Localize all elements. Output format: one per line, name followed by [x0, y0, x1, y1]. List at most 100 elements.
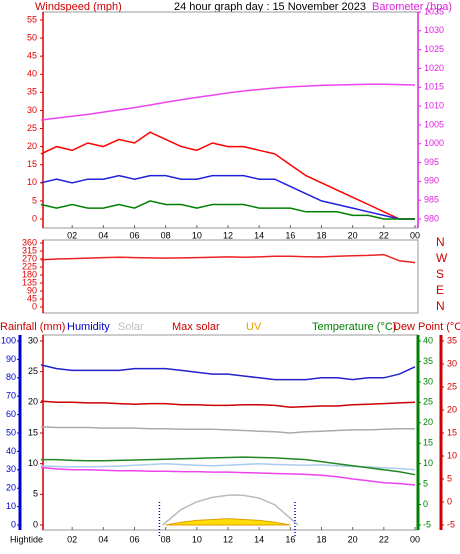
- line: [40, 253, 416, 264]
- x-tick-label: 10: [192, 230, 202, 240]
- footer-label: Hightide: [10, 534, 43, 544]
- wind-axis-title: Windspeed (mph): [35, 1, 122, 13]
- y-tick-label: 25: [423, 397, 433, 407]
- y-tick-label: 55: [27, 14, 37, 24]
- y-tick-label: S: [436, 267, 444, 281]
- y-tick-label: 35: [27, 87, 37, 97]
- x-tick-label: 20: [348, 230, 358, 240]
- x-tick-label: 18: [316, 534, 326, 544]
- y-tick-label: 1020: [424, 63, 444, 73]
- x-tick-label: 00: [410, 230, 420, 240]
- line: [40, 462, 416, 471]
- x-tick-label: 12: [223, 534, 233, 544]
- x-tick-label: 18: [316, 230, 326, 240]
- y-tick-label: 20: [423, 417, 433, 427]
- y-tick-label: 30: [6, 464, 16, 474]
- line: [40, 174, 415, 220]
- plot-area: [42, 239, 419, 314]
- y-tick-label: 0: [33, 519, 38, 529]
- x-tick-label: 02: [67, 534, 77, 544]
- y-tick-label: 990: [424, 176, 439, 186]
- y-tick-label: 30: [27, 105, 37, 115]
- y-tick-label: 10: [6, 501, 16, 511]
- y-tick-label: 1010: [424, 100, 444, 110]
- y-tick-label: 60: [6, 409, 16, 419]
- x-tick-label: 22: [379, 534, 389, 544]
- x-tick-label: 04: [98, 230, 108, 240]
- y-tick-label: 90: [6, 354, 16, 364]
- y-tick-label: 1015: [424, 82, 444, 92]
- y-tick-label: 0: [447, 496, 452, 506]
- y-tick-label: 10: [28, 458, 38, 468]
- y-tick-label: W: [436, 251, 448, 265]
- y-tick-label: 30: [447, 358, 457, 368]
- y-tick-label: 0: [11, 519, 16, 529]
- x-tick-label: 14: [254, 534, 264, 544]
- line: [40, 364, 416, 381]
- plot-area: [42, 11, 419, 229]
- y-tick-label: 10: [423, 458, 433, 468]
- y-tick-label: 15: [423, 438, 433, 448]
- y-tick-label: 0: [32, 213, 37, 223]
- y-tick-label: 30: [28, 335, 38, 345]
- x-tick-label: 10: [192, 534, 202, 544]
- y-tick-label: 20: [28, 397, 38, 407]
- y-tick-label: 5: [33, 489, 38, 499]
- y-tick-label: 315: [22, 245, 37, 255]
- y-tick-label: 180: [22, 269, 37, 279]
- x-tick-label: 08: [161, 534, 171, 544]
- line: [40, 200, 415, 220]
- x-tick-label: 16: [285, 230, 295, 240]
- y-tick-label: N: [436, 299, 445, 313]
- x-tick-label: 16: [285, 534, 295, 544]
- legend-label: Dew Point (°C): [393, 321, 460, 333]
- x-tick-label: 20: [348, 534, 358, 544]
- y-tick-label: 20: [447, 404, 457, 414]
- legend-label: Temperature (°C): [312, 321, 396, 333]
- y-tick-label: -5: [423, 519, 431, 529]
- legend-label: Max solar: [172, 321, 220, 333]
- y-tick-label: 40: [6, 446, 16, 456]
- y-tick-label: -5: [447, 519, 455, 529]
- x-tick-label: 08: [161, 230, 171, 240]
- y-tick-label: 45: [27, 293, 37, 303]
- line: [40, 400, 416, 408]
- y-tick-label: 225: [22, 261, 37, 271]
- y-tick-label: 20: [27, 141, 37, 151]
- y-tick-label: 45: [27, 51, 37, 61]
- y-tick-label: 0: [423, 499, 428, 509]
- line: [40, 466, 416, 486]
- y-tick-label: 10: [447, 450, 457, 460]
- area: [165, 518, 291, 526]
- y-tick-label: N: [436, 235, 445, 249]
- line: [40, 426, 415, 434]
- y-tick-label: 100: [1, 335, 16, 345]
- y-tick-label: 270: [22, 253, 37, 263]
- plot-area: [42, 334, 419, 531]
- y-tick-label: 1035: [424, 6, 444, 16]
- y-tick-label: 25: [27, 123, 37, 133]
- x-tick-label: 06: [129, 230, 139, 240]
- y-tick-label: 30: [423, 376, 433, 386]
- y-tick-label: 5: [447, 473, 452, 483]
- y-tick-label: 360: [22, 237, 37, 247]
- y-tick-label: 995: [424, 157, 439, 167]
- y-tick-label: 40: [27, 69, 37, 79]
- y-tick-label: 70: [6, 391, 16, 401]
- x-tick-label: 04: [98, 534, 108, 544]
- y-tick-label: 35: [423, 356, 433, 366]
- y-tick-label: 80: [6, 372, 16, 382]
- x-tick-label: 02: [67, 230, 77, 240]
- y-tick-label: 15: [28, 427, 38, 437]
- y-tick-label: 135: [22, 277, 37, 287]
- y-tick-label: 50: [27, 32, 37, 42]
- legend-label: Rainfall (mm): [0, 321, 65, 333]
- x-tick-label: 06: [129, 534, 139, 544]
- y-tick-label: 15: [447, 427, 457, 437]
- x-tick-label: 22: [379, 230, 389, 240]
- line: [41, 456, 416, 476]
- baro-axis-title: Barometer (hpa): [372, 1, 452, 13]
- y-tick-label: 1000: [424, 138, 444, 148]
- y-tick-label: 0: [32, 301, 37, 311]
- y-tick-label: 980: [424, 213, 439, 223]
